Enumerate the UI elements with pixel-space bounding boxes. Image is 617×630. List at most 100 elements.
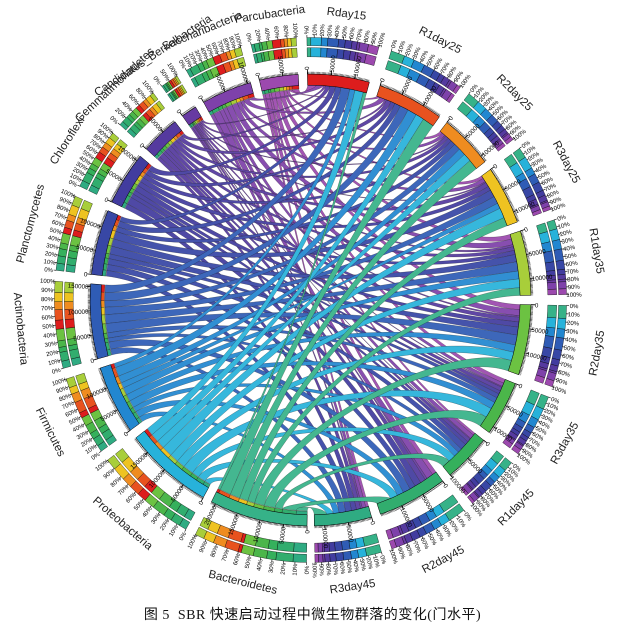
svg-text:40%: 40% (72, 423, 86, 434)
svg-text:0: 0 (138, 142, 146, 150)
svg-text:20%: 20% (543, 408, 557, 419)
svg-text:0: 0 (90, 357, 96, 365)
svg-text:90%: 90% (317, 564, 324, 577)
svg-text:0: 0 (197, 499, 205, 506)
svg-text:0%: 0% (305, 565, 311, 574)
svg-text:0%: 0% (557, 214, 568, 223)
svg-text:100000: 100000 (321, 527, 329, 549)
svg-text:40%: 40% (335, 25, 342, 38)
svg-text:80%: 80% (404, 544, 414, 558)
svg-text:100000: 100000 (68, 308, 90, 316)
svg-text:10%: 10% (48, 359, 62, 368)
svg-text:60%: 60% (65, 408, 79, 419)
svg-text:50%: 50% (534, 426, 548, 437)
svg-text:60%: 60% (419, 537, 430, 551)
svg-text:50%: 50% (49, 228, 63, 237)
svg-text:90%: 90% (555, 378, 569, 388)
svg-text:70%: 70% (356, 28, 364, 42)
svg-text:80%: 80% (56, 204, 70, 214)
svg-text:150000: 150000 (68, 283, 90, 291)
svg-text:20%: 20% (71, 167, 85, 178)
svg-text:80%: 80% (547, 189, 561, 200)
svg-text:0: 0 (196, 94, 204, 101)
svg-text:80%: 80% (567, 277, 580, 284)
svg-text:90%: 90% (41, 288, 54, 294)
svg-text:50000: 50000 (528, 248, 547, 258)
svg-text:0%: 0% (51, 368, 62, 376)
svg-text:40%: 40% (262, 27, 270, 40)
svg-text:40%: 40% (47, 235, 61, 244)
svg-text:60%: 60% (541, 176, 555, 187)
svg-text:50%: 50% (342, 25, 350, 38)
svg-text:0%: 0% (44, 267, 54, 274)
svg-text:0%: 0% (244, 33, 252, 43)
svg-text:0: 0 (83, 271, 88, 278)
svg-text:0: 0 (447, 114, 455, 121)
svg-text:80%: 80% (210, 544, 220, 558)
svg-text:0%: 0% (67, 180, 78, 189)
svg-text:40%: 40% (534, 163, 548, 174)
svg-text:0%: 0% (391, 38, 400, 49)
svg-text:0: 0 (304, 529, 311, 533)
svg-text:0: 0 (303, 66, 310, 70)
svg-text:0%: 0% (470, 83, 480, 94)
svg-text:100%: 100% (291, 23, 298, 39)
svg-text:0: 0 (368, 520, 376, 526)
svg-text:30%: 30% (561, 237, 575, 246)
svg-text:0%: 0% (511, 463, 522, 473)
svg-text:60%: 60% (233, 552, 242, 566)
svg-text:70%: 70% (53, 212, 67, 222)
svg-text:0%: 0% (91, 452, 102, 462)
svg-text:50%: 50% (68, 416, 82, 427)
svg-text:0: 0 (523, 226, 529, 234)
svg-text:0: 0 (535, 302, 539, 309)
svg-text:30%: 30% (566, 329, 579, 336)
svg-text:0%: 0% (521, 140, 532, 150)
svg-text:80%: 80% (221, 38, 231, 52)
svg-text:40%: 40% (433, 529, 444, 543)
svg-text:10%: 10% (398, 40, 408, 54)
svg-text:10%: 10% (293, 563, 300, 576)
svg-text:10%: 10% (43, 259, 56, 267)
svg-text:80%: 80% (58, 393, 72, 403)
svg-text:80%: 80% (324, 563, 331, 576)
svg-text:60%: 60% (51, 220, 65, 229)
svg-text:30%: 30% (268, 560, 276, 573)
svg-text:60%: 60% (41, 315, 54, 322)
svg-text:0%: 0% (179, 531, 189, 542)
svg-text:30%: 30% (192, 49, 203, 63)
svg-text:50000: 50000 (329, 55, 338, 73)
svg-text:100%: 100% (550, 202, 567, 213)
svg-text:100%: 100% (311, 562, 317, 578)
svg-text:10%: 10% (557, 222, 571, 231)
svg-text:50%: 50% (42, 324, 55, 331)
svg-text:10%: 10% (371, 555, 380, 569)
svg-text:100000: 100000 (526, 351, 548, 363)
svg-text:10%: 10% (313, 23, 319, 36)
svg-text:30%: 30% (46, 243, 60, 251)
svg-text:30%: 30% (44, 341, 57, 349)
svg-text:20%: 20% (187, 52, 198, 66)
svg-text:30%: 30% (74, 161, 88, 173)
svg-text:70%: 70% (527, 437, 541, 449)
svg-text:50%: 50% (158, 69, 170, 83)
svg-text:50000: 50000 (276, 56, 285, 75)
svg-text:70%: 70% (215, 40, 225, 54)
svg-text:90%: 90% (56, 385, 70, 395)
svg-text:20%: 20% (559, 229, 573, 238)
svg-text:20%: 20% (280, 562, 287, 575)
svg-text:100%: 100% (232, 32, 242, 49)
svg-text:40%: 40% (565, 337, 578, 345)
svg-text:70%: 70% (41, 306, 54, 312)
svg-text:100%: 100% (60, 189, 77, 201)
svg-text:50%: 50% (344, 561, 352, 574)
svg-text:30%: 30% (441, 525, 453, 539)
svg-text:80%: 80% (281, 25, 288, 38)
svg-text:40%: 40% (351, 560, 359, 574)
svg-text:90%: 90% (371, 31, 380, 45)
svg-text:20%: 20% (80, 437, 94, 449)
svg-text:20%: 20% (567, 321, 580, 328)
svg-text:0: 0 (253, 72, 261, 78)
svg-text:70%: 70% (411, 541, 422, 555)
svg-text:100000: 100000 (353, 55, 364, 77)
